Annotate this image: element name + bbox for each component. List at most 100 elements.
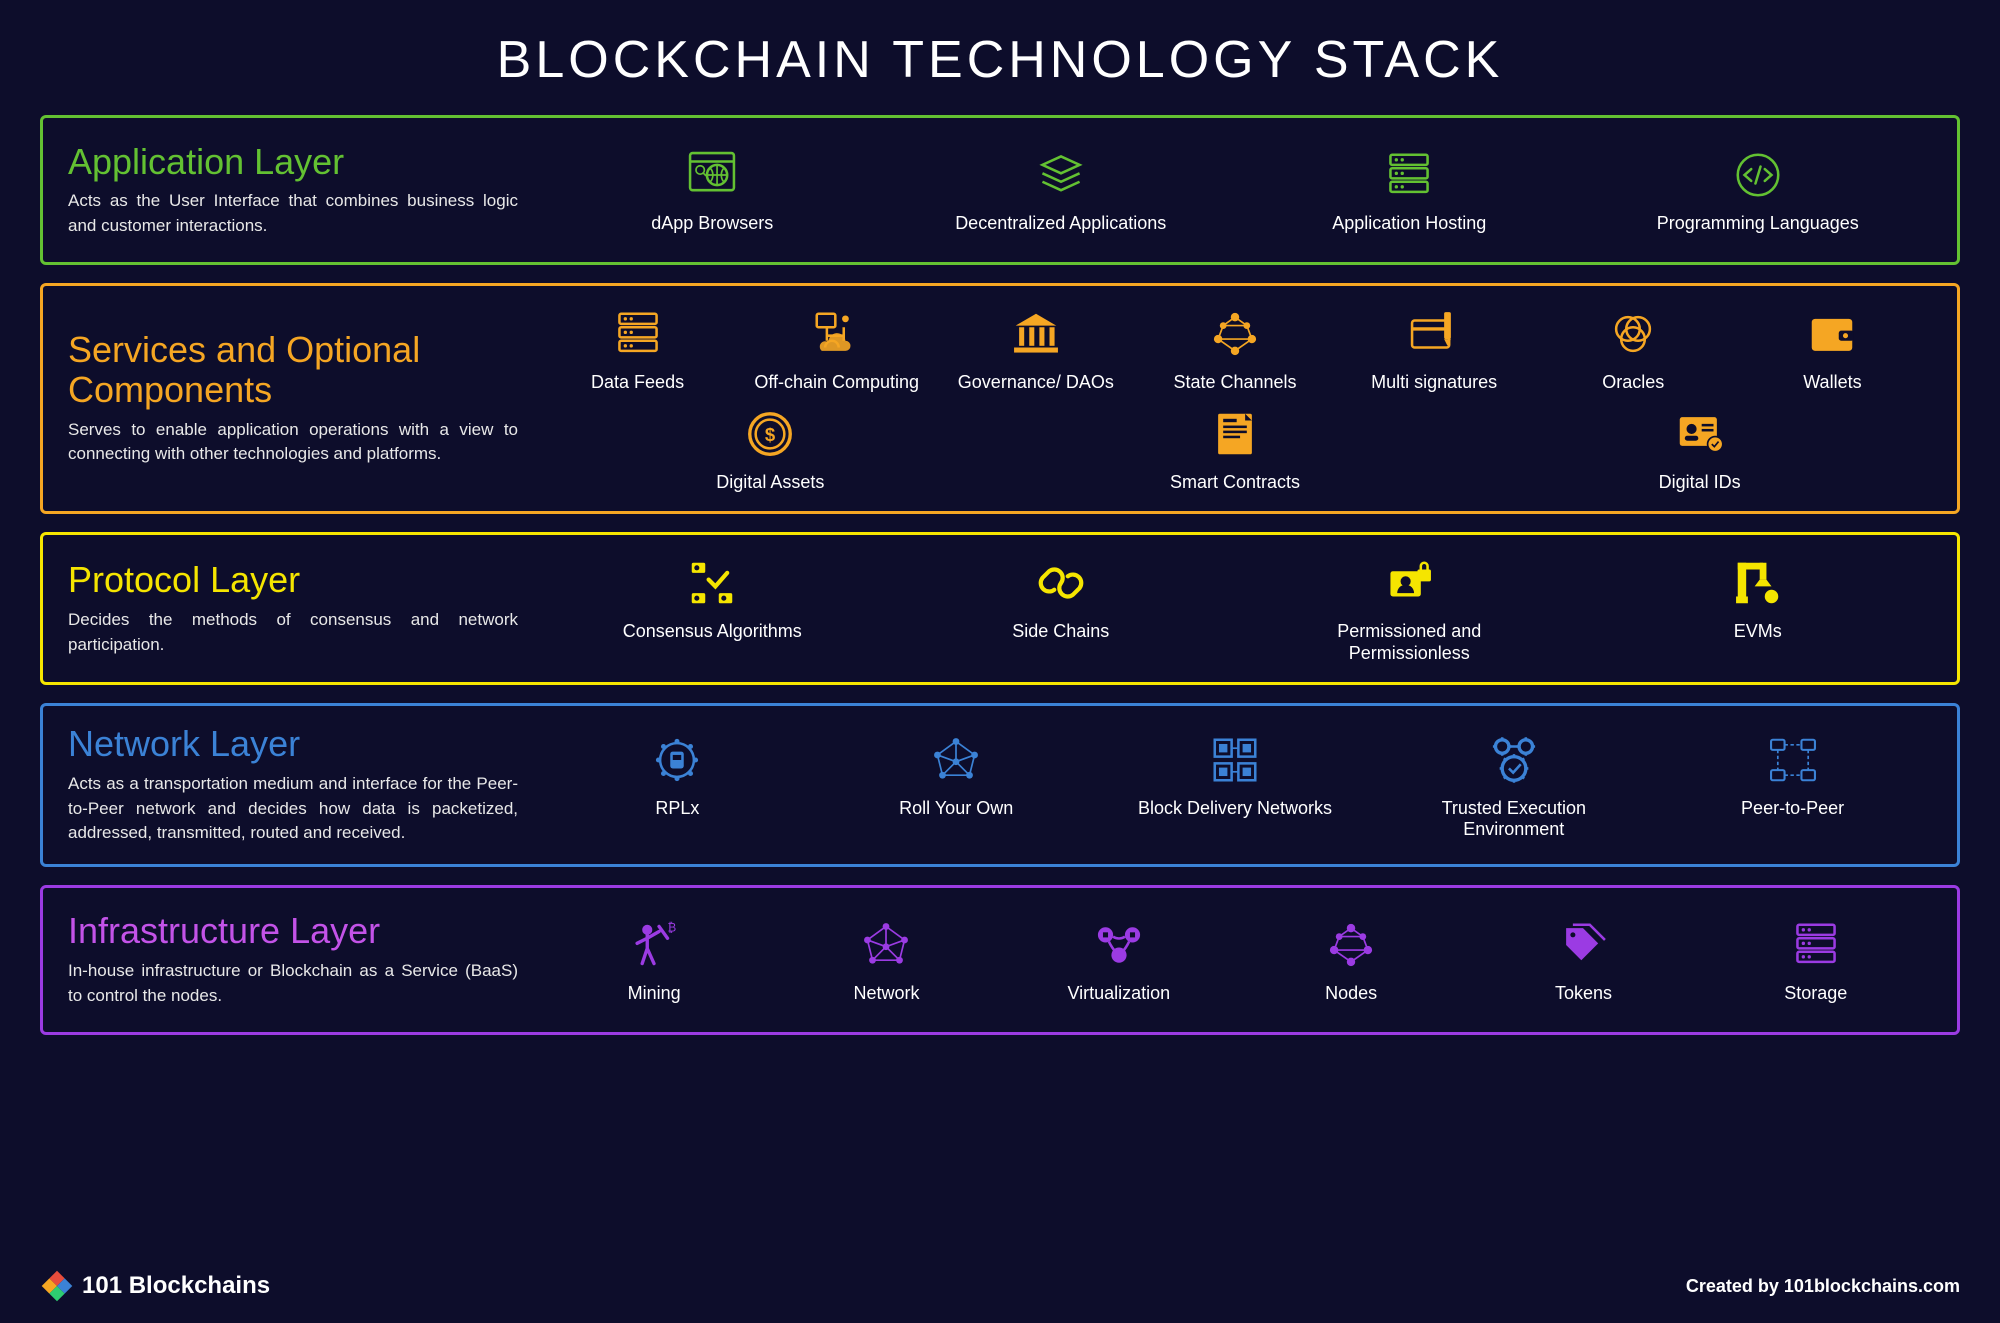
robot-arm-icon: [1718, 553, 1798, 613]
item: Side Chains: [951, 553, 1171, 643]
gears-check-icon: [1474, 730, 1554, 790]
item: Peer-to-Peer: [1683, 730, 1903, 820]
item: Digital Assets: [680, 404, 860, 494]
layer-application: Application Layer Acts as the User Interf…: [40, 115, 1960, 265]
item: Network: [796, 915, 976, 1005]
item-label: Governance/ DAOs: [958, 372, 1114, 394]
layer-head: Network LayerActs as a transportation me…: [68, 724, 538, 846]
item-label: Smart Contracts: [1170, 472, 1300, 494]
item-label: EVMs: [1734, 621, 1782, 643]
item-label: State Channels: [1173, 372, 1296, 394]
code-circle-icon: [1718, 145, 1798, 205]
miner-icon: [614, 915, 694, 975]
layer-protocol: Protocol LayerDecides the methods of con…: [40, 532, 1960, 685]
layer-title: Network Layer: [68, 724, 518, 764]
item: Off-chain Computing: [747, 304, 927, 394]
item: Permissioned and Permissionless: [1299, 553, 1519, 664]
item: Trusted Execution Environment: [1404, 730, 1624, 841]
layer-items: Consensus Algorithms Side Chains Permissio…: [538, 553, 1932, 664]
item-label: dApp Browsers: [651, 213, 773, 235]
p2p-icon: [1753, 730, 1833, 790]
coin-icon: [730, 404, 810, 464]
item-label: Block Delivery Networks: [1138, 798, 1332, 820]
item: Mining: [564, 915, 744, 1005]
venn-icon: [1593, 304, 1673, 364]
item: Digital IDs: [1610, 404, 1790, 494]
layer-head: Protocol LayerDecides the methods of con…: [68, 560, 538, 657]
consensus-icon: [672, 553, 752, 613]
item-label: Permissioned and Permissionless: [1299, 621, 1519, 664]
mesh-dots-icon: [916, 730, 996, 790]
item: Programming Languages: [1648, 145, 1868, 235]
footer: 101 Blockchains Created by 101blockchain…: [40, 1269, 1960, 1303]
virtual-icon: [1079, 915, 1159, 975]
item: Roll Your Own: [846, 730, 1066, 820]
mesh-icon: [1311, 915, 1391, 975]
item: Block Delivery Networks: [1125, 730, 1345, 820]
server-rack-icon: [1776, 915, 1856, 975]
browser-globe-icon: [672, 145, 752, 205]
item-label: Network: [853, 983, 919, 1005]
item-label: Digital Assets: [716, 472, 824, 494]
wallet-icon: [1792, 304, 1872, 364]
layer-head: Services and Optional Components Serves t…: [68, 330, 538, 466]
layer-network: Network LayerActs as a transportation me…: [40, 703, 1960, 867]
chain-link-icon: [1021, 553, 1101, 613]
item-label: Programming Languages: [1657, 213, 1859, 235]
id-card-icon: [1660, 404, 1740, 464]
item-label: Off-chain Computing: [754, 372, 919, 394]
item: RPLx: [567, 730, 787, 820]
layer-items: Data Feeds Off-chain Computing Governance/…: [538, 304, 1932, 493]
layer-head: Application Layer Acts as the User Interf…: [68, 142, 538, 239]
item: Tokens: [1493, 915, 1673, 1005]
item-label: Nodes: [1325, 983, 1377, 1005]
user-lock-icon: [1369, 553, 1449, 613]
layers-stack-icon: [1021, 145, 1101, 205]
item-label: Digital IDs: [1659, 472, 1741, 494]
page-title: BLOCKCHAIN TECHNOLOGY STACK: [40, 30, 1960, 90]
item: Data Feeds: [548, 304, 728, 394]
mesh-icon: [1195, 304, 1275, 364]
layer-items: dApp Browsers Decentralized Applications A…: [538, 145, 1932, 235]
layers-container: Application Layer Acts as the User Interf…: [40, 115, 1960, 1251]
item: Governance/ DAOs: [946, 304, 1126, 394]
document-icon: [1195, 404, 1275, 464]
item-label: Decentralized Applications: [955, 213, 1166, 235]
layer-services: Services and Optional Components Serves t…: [40, 283, 1960, 514]
layer-title: Application Layer: [68, 142, 518, 182]
item: dApp Browsers: [602, 145, 822, 235]
layer-title: Infrastructure Layer: [68, 911, 518, 951]
layer-items: MiningNetworkVirtualizationNodesTokensSt…: [538, 915, 1932, 1005]
item: EVMs: [1648, 553, 1868, 643]
item-label: Oracles: [1602, 372, 1664, 394]
layer-description: Serves to enable application operations …: [68, 418, 518, 467]
brand: 101 Blockchains: [40, 1269, 270, 1303]
mesh-dots-icon: [846, 915, 926, 975]
item: Decentralized Applications: [951, 145, 1171, 235]
cloud-nodes-icon: [797, 304, 877, 364]
item-label: Wallets: [1803, 372, 1861, 394]
item-label: Tokens: [1555, 983, 1612, 1005]
item-label: RPLx: [655, 798, 699, 820]
server-rack-icon: [598, 304, 678, 364]
item: Multi signatures: [1344, 304, 1524, 394]
layer-title: Services and Optional Components: [68, 330, 518, 409]
item-label: Multi signatures: [1371, 372, 1497, 394]
layer-description: Decides the methods of consensus and net…: [68, 608, 518, 657]
item-label: Storage: [1784, 983, 1847, 1005]
item: Application Hosting: [1299, 145, 1519, 235]
shuttle-icon: [637, 730, 717, 790]
layer-infrastructure: Infrastructure LayerIn-house infrastruct…: [40, 885, 1960, 1035]
credit-text: Created by 101blockchains.com: [1686, 1276, 1960, 1297]
item: Oracles: [1543, 304, 1723, 394]
item-label: Trusted Execution Environment: [1404, 798, 1624, 841]
item-label: Peer-to-Peer: [1741, 798, 1844, 820]
item-label: Consensus Algorithms: [623, 621, 802, 643]
bank-icon: [996, 304, 1076, 364]
layer-items: RPLx Roll Your Own Block Delivery Networks…: [538, 730, 1932, 841]
item: Consensus Algorithms: [602, 553, 822, 643]
layer-description: Acts as the User Interface that combines…: [68, 189, 518, 238]
layer-head: Infrastructure LayerIn-house infrastruct…: [68, 911, 538, 1008]
grid-blocks-icon: [1195, 730, 1275, 790]
item-label: Application Hosting: [1332, 213, 1486, 235]
